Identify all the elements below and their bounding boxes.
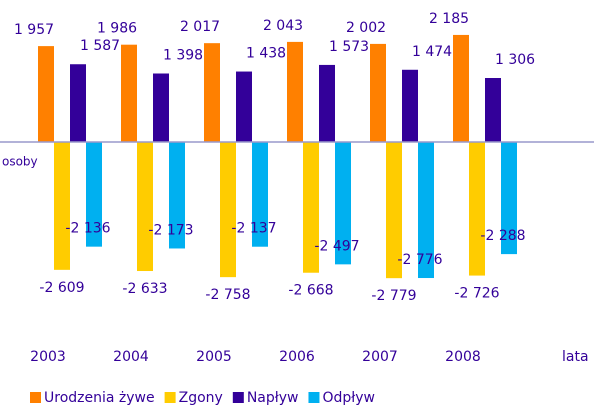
x-tick-label: 2008: [445, 349, 481, 365]
data-label: -2 497: [314, 238, 359, 254]
bar: [252, 142, 268, 247]
bar: [70, 64, 86, 142]
bar: [38, 46, 54, 143]
data-label: 1 957: [14, 22, 54, 38]
legend-label: Urodzenia żywe: [44, 390, 155, 406]
bar: [386, 142, 402, 279]
data-label: -2 288: [480, 228, 525, 244]
bar: [153, 73, 169, 142]
bar: [236, 71, 252, 142]
data-label: 1 474: [412, 44, 452, 60]
bar: [501, 142, 517, 255]
data-label: 1 438: [246, 46, 286, 62]
x-axis-label: lata: [562, 349, 589, 365]
data-label: 2 017: [180, 19, 220, 35]
data-label: -2 726: [454, 286, 499, 302]
legend-swatch: [232, 392, 244, 403]
bar: [335, 142, 351, 265]
x-tick-label: 2003: [30, 349, 66, 365]
data-label: -2 668: [288, 283, 333, 299]
legend-swatch: [164, 392, 176, 403]
data-label: 1 306: [495, 52, 535, 68]
bar: [54, 142, 70, 270]
data-label: 1 398: [163, 47, 203, 63]
bar: [418, 142, 434, 279]
bar: [86, 142, 102, 247]
bar: [402, 69, 418, 142]
data-label: 2 043: [263, 18, 303, 34]
data-label: -2 173: [148, 222, 193, 238]
data-label: 1 573: [329, 39, 369, 55]
data-label: 1 986: [97, 21, 137, 37]
legend-label: Napływ: [247, 390, 299, 406]
data-label: -2 779: [371, 288, 416, 304]
data-label: 2 185: [429, 11, 469, 27]
y-axis-label: osoby: [2, 155, 38, 169]
data-label: -2 137: [231, 221, 276, 237]
data-label: -2 136: [65, 221, 110, 237]
x-tick-label: 2004: [113, 349, 149, 365]
bar: [137, 142, 153, 272]
legend-label: Odpływ: [322, 390, 375, 406]
bar: [319, 64, 335, 142]
x-tick-label: 2007: [362, 349, 398, 365]
legend-swatch: [308, 392, 320, 403]
bar: [220, 142, 236, 278]
bar: [121, 44, 137, 142]
legend-swatch: [30, 392, 41, 403]
data-label: -2 633: [122, 281, 167, 297]
bar: [370, 43, 386, 142]
bar: [169, 142, 185, 249]
x-tick-label: 2005: [196, 349, 232, 365]
x-tick-label: 2006: [279, 349, 315, 365]
legend-label: Zgony: [179, 390, 223, 406]
bar: [485, 78, 501, 142]
bar: [303, 142, 319, 273]
bar: [287, 41, 303, 142]
bar: [469, 142, 485, 276]
bar: [204, 43, 220, 142]
data-label: -2 758: [205, 287, 250, 303]
data-label: 2 002: [346, 20, 386, 36]
data-label: 1 587: [80, 38, 120, 54]
data-label: -2 776: [397, 252, 442, 268]
bar: [453, 34, 469, 143]
data-label: -2 609: [39, 280, 84, 296]
